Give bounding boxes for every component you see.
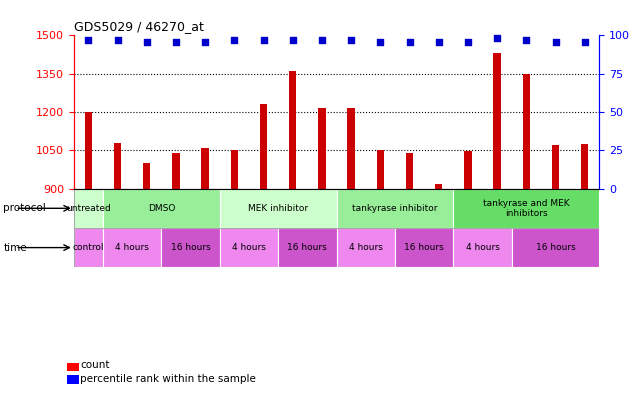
Bar: [453, 189, 599, 228]
Text: MEK inhibitor: MEK inhibitor: [248, 204, 308, 213]
Point: [579, 39, 590, 45]
Text: control: control: [72, 243, 104, 252]
Point: [346, 37, 356, 43]
Point: [521, 37, 531, 43]
Text: 16 hours: 16 hours: [287, 243, 327, 252]
Text: GDS5029 / 46270_at: GDS5029 / 46270_at: [74, 20, 204, 33]
Text: untreated: untreated: [66, 204, 111, 213]
Bar: [74, 228, 103, 267]
Text: 4 hours: 4 hours: [232, 243, 266, 252]
Bar: [103, 228, 162, 267]
Point: [112, 37, 122, 43]
Point: [317, 37, 327, 43]
Bar: [114, 143, 121, 189]
Bar: [552, 145, 559, 189]
Bar: [162, 228, 220, 267]
Bar: [289, 71, 296, 189]
Point: [551, 39, 561, 45]
Point: [492, 35, 503, 42]
Bar: [319, 108, 326, 189]
Point: [375, 39, 385, 45]
Bar: [260, 104, 267, 189]
Text: tankyrase and MEK
inhibitors: tankyrase and MEK inhibitors: [483, 198, 570, 218]
Text: tankyrase inhibitor: tankyrase inhibitor: [352, 204, 438, 213]
Text: 4 hours: 4 hours: [465, 243, 499, 252]
Point: [229, 37, 240, 43]
Bar: [494, 53, 501, 189]
Bar: [103, 189, 220, 228]
Text: 4 hours: 4 hours: [115, 243, 149, 252]
Bar: [143, 163, 151, 189]
Bar: [220, 228, 278, 267]
Text: 16 hours: 16 hours: [171, 243, 210, 252]
Bar: [337, 189, 453, 228]
Point: [142, 39, 152, 45]
Text: count: count: [80, 360, 110, 371]
Bar: [347, 108, 354, 189]
Point: [463, 39, 473, 45]
Text: 16 hours: 16 hours: [404, 243, 444, 252]
Bar: [512, 228, 599, 267]
Text: time: time: [3, 242, 27, 253]
Text: 16 hours: 16 hours: [536, 243, 576, 252]
Point: [200, 39, 210, 45]
Bar: [406, 153, 413, 189]
Point: [404, 39, 415, 45]
Text: percentile rank within the sample: percentile rank within the sample: [80, 374, 256, 384]
Bar: [581, 144, 588, 189]
Bar: [453, 228, 512, 267]
Bar: [464, 151, 472, 189]
Text: 4 hours: 4 hours: [349, 243, 383, 252]
Bar: [337, 228, 395, 267]
Bar: [522, 73, 530, 189]
Bar: [172, 153, 179, 189]
Bar: [85, 112, 92, 189]
Bar: [435, 184, 442, 189]
Bar: [395, 228, 453, 267]
Bar: [74, 189, 103, 228]
Bar: [231, 150, 238, 189]
Point: [288, 37, 298, 43]
Point: [83, 37, 94, 43]
Bar: [220, 189, 337, 228]
Point: [171, 39, 181, 45]
Bar: [377, 150, 384, 189]
Text: DMSO: DMSO: [147, 204, 175, 213]
Bar: [278, 228, 337, 267]
Text: protocol: protocol: [3, 203, 46, 213]
Point: [258, 37, 269, 43]
Point: [433, 39, 444, 45]
Bar: [201, 148, 209, 189]
